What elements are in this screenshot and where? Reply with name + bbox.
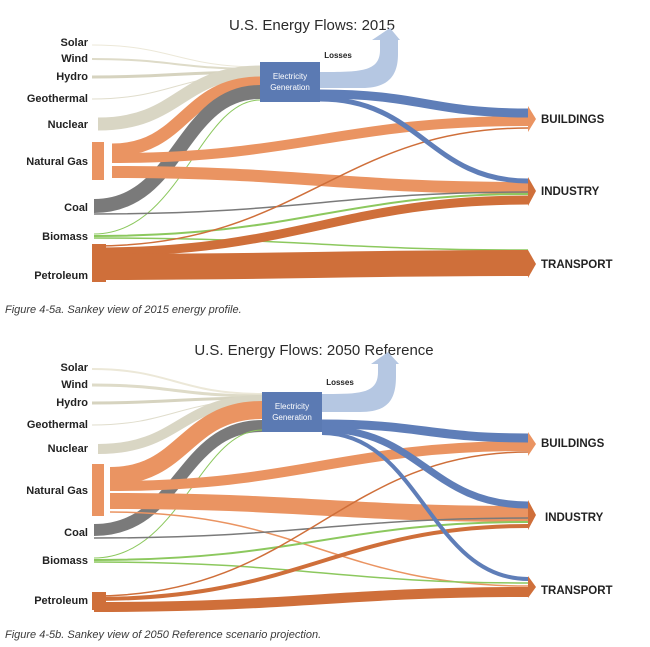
sink-arrow-transport xyxy=(528,576,536,598)
figure-caption: Figure 4-5b. Sankey view of 2050 Referen… xyxy=(5,629,321,641)
source-label-coal: Coal xyxy=(64,202,88,214)
flow-petroleum-buildings xyxy=(93,451,529,597)
flow-nuclear-electricity xyxy=(97,65,261,131)
electricity-label-2: Generation xyxy=(272,413,312,422)
diagram-title: U.S. Energy Flows: 2050 Reference xyxy=(194,342,433,359)
flow-biomass-transport xyxy=(93,561,529,584)
source-label-hydro: Hydro xyxy=(56,71,88,83)
source-label-wind: Wind xyxy=(61,379,88,391)
flow-biomass-industry xyxy=(93,521,529,561)
flow-petroleum-transport xyxy=(93,587,529,612)
flow-coal-electricity xyxy=(93,420,263,536)
flow-electricity-buildings xyxy=(321,419,529,443)
sink-arrow-industry xyxy=(528,177,536,206)
source-label-coal: Coal xyxy=(64,527,88,539)
flow-electricity-transport xyxy=(321,431,529,581)
source-bar-natural-gas xyxy=(92,464,104,516)
source-bar-petroleum xyxy=(92,592,106,610)
flow-electricity-losses xyxy=(322,352,399,412)
sink-arrow-buildings xyxy=(528,106,536,132)
source-label-geothermal: Geothermal xyxy=(27,419,88,431)
sink-label-buildings: BUILDINGS xyxy=(541,438,605,450)
losses-label: Losses xyxy=(326,378,354,387)
figure-caption: Figure 4-5a. Sankey view of 2015 energy … xyxy=(5,304,242,316)
sink-label-buildings: BUILDINGS xyxy=(541,114,605,126)
flow-coal-industry xyxy=(93,191,529,215)
source-label-wind: Wind xyxy=(61,53,88,65)
source-label-geothermal: Geothermal xyxy=(27,93,88,105)
flow-electricity-losses xyxy=(320,28,400,88)
source-label-biomass: Biomass xyxy=(42,555,88,567)
sankey-2050-reference: U.S. Energy Flows: 2050 Reference Electr… xyxy=(5,342,613,641)
flow-coal-industry xyxy=(93,517,529,539)
losses-label: Losses xyxy=(324,51,352,60)
flow-natgas-electricity xyxy=(109,401,263,485)
diagram-title: U.S. Energy Flows: 2015 xyxy=(229,17,395,34)
flow-natgas-buildings xyxy=(111,116,529,163)
electricity-label-1: Electricity xyxy=(275,402,309,411)
electricity-generation-node xyxy=(262,392,322,432)
source-label-hydro: Hydro xyxy=(56,397,88,409)
source-bar-petroleum xyxy=(92,244,106,282)
flow-solar-electricity xyxy=(91,44,261,68)
sankey-2015: U.S. Energy Flows: 2015 Electricity Gene… xyxy=(5,17,613,316)
electricity-generation-node xyxy=(260,62,320,102)
flow-solar-electricity xyxy=(91,368,263,395)
sink-label-industry: INDUSTRY xyxy=(541,186,600,198)
source-label-natural-gas: Natural Gas xyxy=(26,485,88,497)
electricity-label-1: Electricity xyxy=(273,72,307,81)
flow-petroleum-industry xyxy=(93,524,529,601)
flow-petroleum-industry xyxy=(93,195,529,257)
source-bar-natural-gas xyxy=(92,142,104,180)
sink-arrow-industry xyxy=(528,500,536,530)
sink-label-transport: TRANSPORT xyxy=(541,585,613,597)
sink-arrow-buildings xyxy=(528,432,536,456)
flow-electricity-buildings xyxy=(319,89,529,118)
sink-label-industry: INDUSTRY xyxy=(545,512,604,524)
sink-arrow-transport xyxy=(528,250,536,278)
flow-biomass-transport xyxy=(93,237,529,251)
flow-coal-electricity xyxy=(93,85,261,213)
flow-electricity-industry xyxy=(319,96,529,184)
flow-nuclear-electricity xyxy=(97,395,263,454)
source-label-solar: Solar xyxy=(60,362,88,374)
flow-natgas-buildings xyxy=(109,441,529,491)
flow-natgas-industry xyxy=(111,166,529,194)
source-label-petroleum: Petroleum xyxy=(34,595,88,607)
electricity-label-2: Generation xyxy=(270,83,310,92)
flow-natgas-industry xyxy=(109,493,529,522)
source-label-solar: Solar xyxy=(60,37,88,49)
flow-petroleum-transport xyxy=(93,250,529,280)
source-label-natural-gas: Natural Gas xyxy=(26,156,88,168)
flow-petroleum-buildings xyxy=(93,127,529,247)
source-label-petroleum: Petroleum xyxy=(34,270,88,282)
flow-biomass-industry xyxy=(93,193,529,237)
source-label-biomass: Biomass xyxy=(42,231,88,243)
flow-natgas-electricity xyxy=(111,76,261,157)
source-label-nuclear: Nuclear xyxy=(48,443,89,455)
source-label-nuclear: Nuclear xyxy=(48,119,89,131)
sink-label-transport: TRANSPORT xyxy=(541,259,613,271)
flow-electricity-industry xyxy=(321,425,529,509)
flow-wind-electricity xyxy=(91,383,263,398)
